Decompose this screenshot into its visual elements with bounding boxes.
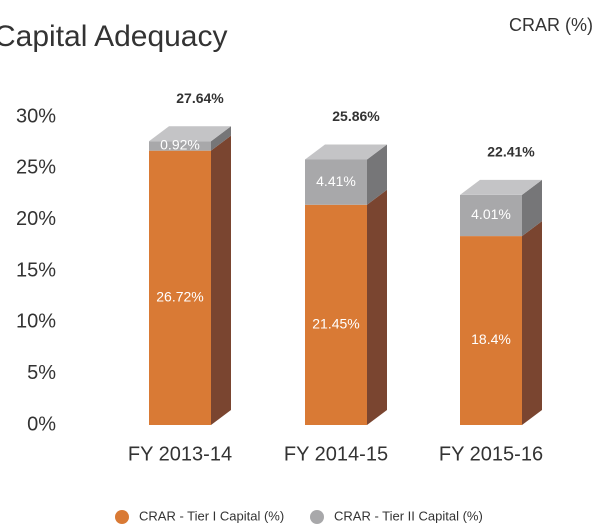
bar-segment (305, 204, 367, 425)
value-label: 26.72% (156, 289, 203, 305)
value-label: 21.45% (312, 316, 359, 332)
y-tick-label: 10% (16, 311, 56, 333)
bar-top (149, 126, 231, 142)
bar-segment (149, 141, 211, 151)
y-tick-label: 5% (27, 362, 56, 384)
y-tick-label: 15% (16, 259, 56, 281)
y-tick-label: 20% (16, 208, 56, 230)
y-tick-label: 30% (16, 105, 56, 127)
bar-side (211, 126, 231, 151)
x-tick-label: FY 2014-15 (284, 443, 388, 465)
value-label: 4.01% (471, 206, 511, 222)
bar-segment (149, 150, 211, 425)
y-tick-label: 25% (16, 157, 56, 179)
x-tick-label: FY 2015-16 (439, 443, 543, 465)
legend-label: CRAR - Tier II Capital (%) (334, 508, 483, 523)
bar-top (305, 144, 387, 160)
x-tick-label: FY 2013-14 (128, 443, 232, 465)
chart-subtitle: CRAR (%) (509, 15, 593, 35)
bar-segment (460, 194, 522, 237)
bar-segment (305, 159, 367, 205)
total-label: 22.41% (487, 144, 535, 160)
legend-swatch (115, 510, 129, 524)
bar-side (367, 144, 387, 205)
legend-label: CRAR - Tier I Capital (%) (139, 508, 284, 523)
legend-swatch (310, 510, 324, 524)
value-label: 18.4% (471, 331, 511, 347)
bar-top (460, 179, 542, 195)
bar-side (367, 189, 387, 425)
bar-side (522, 179, 542, 237)
value-label: 4.41% (316, 173, 356, 189)
bar-side (211, 135, 231, 425)
value-label: 0.92% (160, 137, 200, 153)
total-label: 27.64% (176, 90, 224, 106)
total-label: 25.86% (332, 108, 380, 124)
chart-title: Capital Adequacy (0, 20, 228, 53)
y-tick-label: 0% (27, 413, 56, 435)
bar-segment (460, 236, 522, 425)
bar-side (522, 221, 542, 425)
